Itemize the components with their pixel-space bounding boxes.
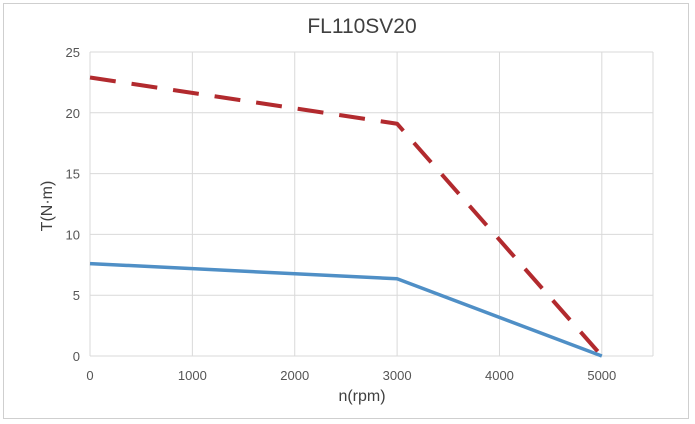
y-tick-label: 10	[66, 227, 80, 242]
grid	[89, 51, 654, 357]
series-line-solid	[89, 261, 603, 358]
x-tick-label: 3000	[383, 368, 412, 383]
x-tick-label: 4000	[485, 368, 514, 383]
y-tick-label: 0	[73, 349, 80, 364]
y-tick-label: 25	[66, 45, 80, 60]
x-tick-label: 1000	[178, 368, 207, 383]
y-tick-label: 5	[73, 288, 80, 303]
x-tick-label: 2000	[280, 368, 309, 383]
y-axis-label: T(N·m)	[39, 181, 56, 232]
x-tick-label: 0	[86, 368, 93, 383]
y-tick-label: 15	[66, 167, 80, 182]
chart-frame	[3, 3, 689, 419]
chart-title: FL110SV20	[307, 15, 416, 38]
series-line-dashed	[89, 75, 604, 358]
tick-labels: 0 5 10 15 20 25 0 1000 2000 3000 4000 5000	[66, 45, 617, 383]
series-layer	[89, 75, 604, 358]
x-axis-label: n(rpm)	[338, 388, 385, 405]
x-tick-label: 5000	[587, 368, 616, 383]
y-tick-label: 20	[66, 106, 80, 121]
